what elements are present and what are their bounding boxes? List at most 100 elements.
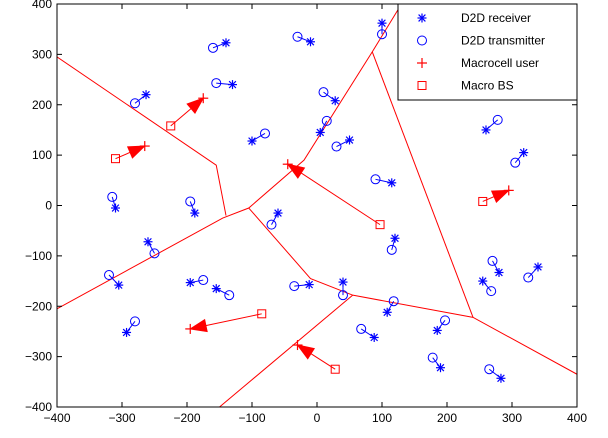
- macro-bs-marker: [111, 154, 120, 164]
- d2d-receiver-marker: [185, 278, 195, 288]
- d2d-receiver-marker: [519, 148, 529, 158]
- d2d-receiver-marker: [369, 332, 379, 342]
- d2d-link: [297, 36, 311, 43]
- d2d-receiver-marker: [387, 178, 397, 188]
- macro-bs-marker: [257, 309, 267, 319]
- cell-boundary: [57, 4, 402, 310]
- legend-circle-marker: [417, 35, 427, 46]
- d2d-transmitter-marker: [356, 323, 367, 334]
- y-tick-label: −200: [25, 299, 52, 313]
- d2d-transmitter-marker: [377, 29, 387, 40]
- legend-label: D2D transmitter: [461, 34, 545, 48]
- d2d-receiver-marker: [114, 280, 124, 290]
- d2d-receiver-marker: [382, 307, 392, 317]
- d2d-link: [216, 288, 230, 296]
- d2d-receiver-marker: [432, 325, 442, 335]
- d2d-transmitter-marker: [338, 290, 348, 301]
- d2d-receiver-marker: [481, 125, 491, 135]
- y-tick-label: −300: [25, 350, 52, 364]
- cell-boundary: [219, 294, 354, 407]
- d2d-receiver-marker: [228, 80, 237, 90]
- d2d-receiver-marker: [143, 237, 153, 247]
- d2d-receiver-marker: [211, 284, 221, 294]
- macrocell-user-marker: [185, 323, 196, 334]
- d2d-transmitter-marker: [492, 114, 503, 125]
- d2d-link: [189, 201, 196, 214]
- d2d-transmitter-marker: [260, 128, 270, 139]
- d2d-receiver-marker: [496, 373, 506, 383]
- legend-plus-marker: [417, 58, 427, 68]
- d2d-receiver-marker: [111, 203, 120, 213]
- d2d-link: [251, 133, 266, 142]
- d2d-transmitter-marker: [440, 315, 451, 326]
- d2d-transmitter-marker: [130, 98, 140, 109]
- d2d-transmitter-marker: [510, 157, 521, 168]
- macro-link: [287, 163, 381, 226]
- d2d-transmitter-marker: [289, 281, 300, 292]
- d2d-receiver-marker: [122, 327, 132, 337]
- d2d-receiver-marker: [345, 135, 354, 145]
- macro-bs-marker: [375, 220, 385, 230]
- legend-asterisk-marker: [417, 13, 427, 23]
- y-tick-label: 200: [32, 98, 52, 112]
- d2d-receiver-marker: [221, 38, 231, 48]
- d2d-transmitter-marker: [370, 174, 381, 185]
- d2d-receiver-marker: [330, 96, 340, 106]
- cell-boundary: [57, 56, 227, 216]
- x-tick-label: −100: [238, 411, 265, 425]
- d2d-transmitter-marker: [331, 141, 342, 152]
- d2d-transmitter-marker: [318, 87, 329, 98]
- macro-link-arrowhead: [286, 163, 306, 179]
- macrocell-user-marker: [198, 93, 209, 104]
- d2d-transmitter-marker: [321, 115, 332, 126]
- cell-boundaries: [57, 4, 577, 407]
- macro-bs-marker: [330, 364, 340, 374]
- d2d-transmitter-marker: [149, 248, 160, 259]
- macro-bs-marker: [478, 196, 488, 206]
- macro-link-arrowhead: [296, 344, 316, 360]
- d2d-transmitter-marker: [388, 296, 399, 307]
- x-tick-label: −200: [173, 411, 200, 425]
- macro-bs-marker: [166, 121, 176, 131]
- x-tick-label: 100: [372, 411, 392, 425]
- x-tick-label: 0: [314, 411, 321, 425]
- y-tick-label: −100: [25, 249, 52, 263]
- legend-label: D2D receiver: [461, 11, 531, 25]
- d2d-transmitter-marker: [486, 286, 497, 297]
- d2d-link: [336, 139, 350, 148]
- d2d-receiver-marker: [436, 363, 445, 373]
- d2d-transmitter-marker: [484, 364, 495, 375]
- markers: [104, 18, 543, 383]
- d2d-receiver-marker: [141, 90, 151, 100]
- d2d-link: [212, 42, 227, 49]
- x-tick-label: −300: [108, 411, 135, 425]
- x-tick-label: 400: [567, 411, 587, 425]
- d2d-transmitter-marker: [130, 316, 140, 327]
- d2d-receiver-marker: [273, 208, 283, 218]
- legend-label: Macrocell user: [461, 56, 539, 70]
- y-tick-label: 400: [32, 0, 52, 11]
- x-tick-label: −400: [43, 411, 70, 425]
- y-tick-label: 0: [45, 199, 52, 213]
- d2d-transmitter-marker: [107, 191, 118, 202]
- d2d-receiver-marker: [315, 127, 325, 137]
- d2d-receiver-marker: [338, 277, 348, 287]
- d2d-transmitter-marker: [523, 272, 534, 283]
- x-tick-label: 200: [437, 411, 457, 425]
- d2d-transmitter-marker: [487, 255, 498, 266]
- x-tick-label: 300: [502, 411, 522, 425]
- macro-link-arrowhead: [186, 97, 205, 115]
- d2d-transmitter-marker: [104, 270, 114, 281]
- legend: D2D receiver D2D transmitter Macrocell use…: [397, 3, 578, 101]
- x-axis: −400 −300 −200 −100 0 100 200 300 400: [43, 4, 587, 425]
- y-tick-label: −400: [25, 400, 52, 414]
- legend-square-marker: [417, 81, 427, 90]
- d2d-receiver-marker: [247, 136, 257, 146]
- d2d-receiver-marker: [494, 267, 504, 277]
- d2d-transmitter-marker: [198, 275, 209, 286]
- d2d-receiver-marker: [190, 208, 200, 218]
- d2d-receiver-marker: [390, 233, 400, 243]
- d2d-transmitter-marker: [185, 196, 196, 207]
- d2d-transmitter-marker: [211, 78, 222, 89]
- macrocell-user-marker: [282, 159, 293, 170]
